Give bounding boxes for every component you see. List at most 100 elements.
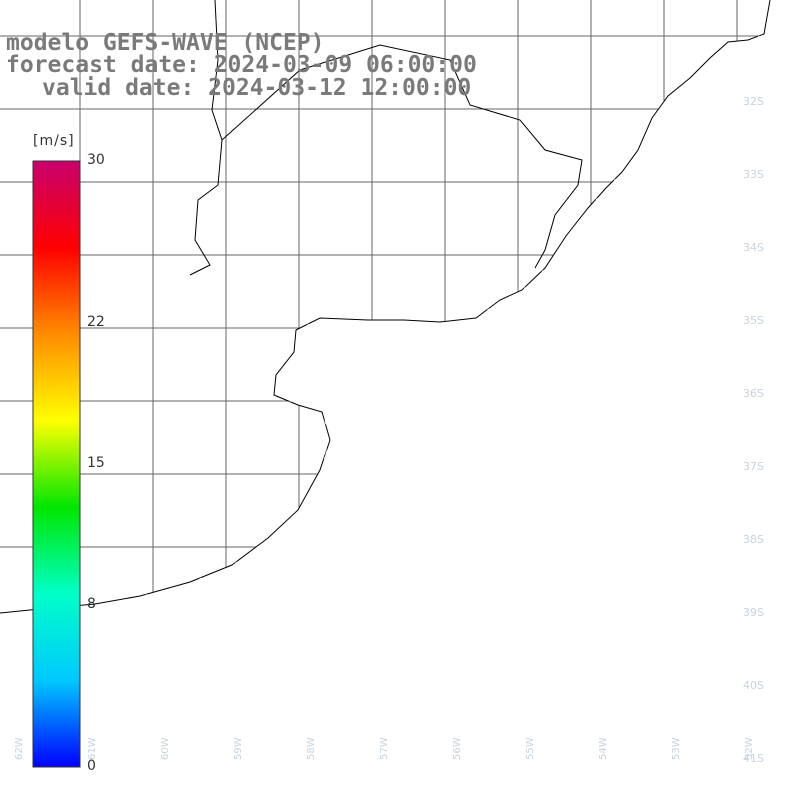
wind-arrow xyxy=(665,160,670,173)
wind-arrow xyxy=(755,196,761,209)
wind-arrow xyxy=(665,663,671,678)
wind-arrow xyxy=(719,700,725,713)
wind-arrow xyxy=(719,357,725,372)
wind-arrow xyxy=(197,772,202,785)
wind-arrow xyxy=(107,628,113,641)
wind-arrow xyxy=(485,340,490,353)
wind-arrow xyxy=(755,70,760,83)
wind-arrow xyxy=(377,736,383,750)
wind-arrow xyxy=(323,322,329,336)
wind-arrow xyxy=(341,484,346,497)
wind-arrow xyxy=(323,754,329,767)
wind-arrow xyxy=(611,610,617,624)
wind-arrow xyxy=(629,736,635,750)
wind-arrow xyxy=(431,340,437,353)
wind-arrow xyxy=(665,754,671,767)
wind-arrow xyxy=(737,375,743,390)
wind-arrow xyxy=(125,610,131,623)
wind-arrow xyxy=(665,465,671,480)
wind-arrow xyxy=(413,448,418,461)
wind-arrow xyxy=(683,466,689,480)
wind-arrow xyxy=(395,574,401,587)
wind-arrow xyxy=(125,646,131,659)
longitude-label: 55W xyxy=(525,737,536,760)
wind-arrow xyxy=(395,412,400,425)
wind-arrow xyxy=(737,610,743,624)
wind-arrow xyxy=(521,376,526,389)
wind-arrow xyxy=(737,88,742,101)
wind-arrow xyxy=(719,142,724,155)
wind-arrow xyxy=(719,484,725,498)
wind-arrow xyxy=(305,718,311,731)
wind-arrow xyxy=(701,106,706,119)
wind-arrow xyxy=(341,340,347,353)
wind-arrow xyxy=(755,430,761,444)
wind-arrow xyxy=(485,538,491,551)
wind-arrow xyxy=(377,376,383,389)
wind-arrow xyxy=(215,574,221,587)
wind-arrow xyxy=(413,322,419,335)
wind-arrow xyxy=(647,574,653,588)
wind-arrow xyxy=(395,753,401,768)
wind-arrow xyxy=(413,753,419,768)
wind-arrow xyxy=(575,502,581,516)
wind-arrow xyxy=(143,718,148,731)
wind-arrow xyxy=(413,700,419,714)
wind-arrow xyxy=(359,394,365,407)
wind-arrow xyxy=(449,502,455,515)
wind-arrow xyxy=(701,591,707,606)
wind-arrow xyxy=(719,610,725,624)
wind-arrow xyxy=(593,646,599,660)
wind-arrow xyxy=(503,394,508,407)
wind-arrow xyxy=(287,556,292,569)
wind-arrow xyxy=(737,142,743,155)
wind-arrow xyxy=(701,375,707,390)
wind-arrow xyxy=(773,232,779,246)
wind-arrow xyxy=(791,736,796,749)
wind-arrow xyxy=(719,52,724,65)
wind-arrow xyxy=(323,574,328,587)
wind-arrow xyxy=(575,700,581,714)
wind-arrow xyxy=(773,160,779,173)
wind-arrow xyxy=(107,682,113,695)
wind-arrow xyxy=(143,754,148,767)
wind-arrow xyxy=(683,160,688,173)
wind-arrow xyxy=(557,412,563,425)
wind-arrow xyxy=(305,376,311,389)
wind-arrow xyxy=(737,555,743,570)
wind-arrow xyxy=(341,556,346,569)
wind-arrow xyxy=(269,610,274,623)
wind-arrow xyxy=(755,664,761,677)
wind-arrow xyxy=(611,412,617,425)
wind-arrow xyxy=(665,124,670,137)
wind-arrow xyxy=(755,537,761,552)
wind-arrow xyxy=(629,358,635,371)
wind-arrow xyxy=(467,430,472,443)
wind-arrow xyxy=(755,610,761,623)
wind-arrow xyxy=(413,484,418,497)
wind-arrow xyxy=(467,681,473,696)
model-title: modelo GEFS-WAVE (NCEP) xyxy=(6,30,325,56)
wind-arrow xyxy=(647,214,652,227)
wind-arrow xyxy=(539,753,545,768)
wind-arrow xyxy=(737,106,742,119)
wind-arrow xyxy=(539,646,545,660)
wind-arrow xyxy=(755,394,761,408)
wind-arrow xyxy=(503,736,509,750)
wind-arrow xyxy=(719,664,725,677)
wind-arrow xyxy=(251,700,256,713)
wind-arrow xyxy=(341,358,347,371)
wind-arrow xyxy=(215,646,220,659)
wind-arrow xyxy=(737,178,743,191)
wind-arrow xyxy=(629,574,635,588)
wind-arrow xyxy=(701,393,707,408)
wind-arrow xyxy=(521,448,527,461)
wind-arrow xyxy=(395,735,401,750)
wind-arrow xyxy=(269,718,275,731)
wind-arrow xyxy=(773,448,779,462)
wind-arrow xyxy=(575,519,581,534)
wind-arrow xyxy=(683,754,689,767)
wind-arrow xyxy=(467,340,472,353)
wind-arrow xyxy=(323,646,329,659)
wind-arrow xyxy=(647,358,653,371)
